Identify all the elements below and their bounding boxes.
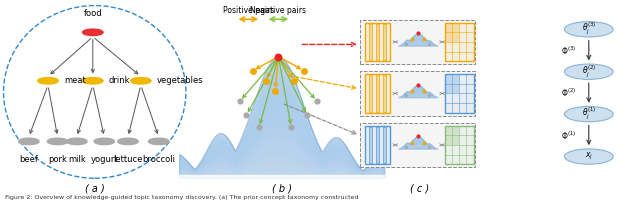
Point <box>419 89 429 93</box>
FancyBboxPatch shape <box>365 126 390 164</box>
Bar <box>452 135 459 145</box>
Bar <box>376 75 380 112</box>
Point <box>407 38 417 41</box>
Text: meat: meat <box>64 76 86 85</box>
Circle shape <box>564 106 613 122</box>
Point <box>260 79 271 82</box>
Point <box>419 38 429 41</box>
Point <box>299 69 309 72</box>
Point <box>413 135 423 138</box>
Circle shape <box>564 22 613 37</box>
Text: yogurt: yogurt <box>90 155 118 164</box>
Bar <box>383 24 387 60</box>
Text: $\Phi^{(1)}$: $\Phi^{(1)}$ <box>561 129 576 142</box>
FancyBboxPatch shape <box>445 23 474 61</box>
Text: lettuce: lettuce <box>113 155 143 164</box>
FancyBboxPatch shape <box>445 126 474 164</box>
FancyBboxPatch shape <box>360 71 475 116</box>
Bar <box>452 23 459 32</box>
Text: $\theta_j^{(2)}$: $\theta_j^{(2)}$ <box>582 64 596 80</box>
Text: $\theta_j^{(1)}$: $\theta_j^{(1)}$ <box>582 106 596 122</box>
Point <box>424 42 435 45</box>
Point <box>401 94 412 97</box>
Point <box>312 99 322 103</box>
Point <box>401 145 412 148</box>
Point <box>407 141 417 144</box>
Point <box>241 114 252 117</box>
Bar <box>369 127 372 163</box>
Bar <box>383 127 387 163</box>
Text: broccoli: broccoli <box>142 155 175 164</box>
Text: beef: beef <box>19 155 38 164</box>
Point <box>248 69 258 72</box>
Bar <box>383 75 387 112</box>
Text: food: food <box>83 9 102 18</box>
Point <box>286 126 296 129</box>
Point <box>419 141 429 144</box>
Text: ( c ): ( c ) <box>410 184 429 194</box>
FancyBboxPatch shape <box>360 123 475 167</box>
Circle shape <box>118 138 138 145</box>
Text: $x_j$: $x_j$ <box>585 151 593 162</box>
Point <box>424 94 435 97</box>
FancyBboxPatch shape <box>445 74 474 113</box>
Circle shape <box>83 29 103 36</box>
Bar <box>452 74 459 84</box>
FancyBboxPatch shape <box>365 23 390 61</box>
Bar <box>445 126 452 135</box>
Bar <box>376 24 380 60</box>
Bar <box>452 126 459 135</box>
Circle shape <box>564 149 613 164</box>
Bar <box>445 32 452 42</box>
Point <box>235 99 245 103</box>
Text: drink: drink <box>109 76 131 85</box>
Text: $\Phi^{(2)}$: $\Phi^{(2)}$ <box>561 87 576 99</box>
Circle shape <box>47 138 68 145</box>
Bar <box>445 23 452 32</box>
Circle shape <box>38 78 58 84</box>
Point <box>273 55 284 58</box>
Point <box>407 89 417 93</box>
Circle shape <box>148 138 169 145</box>
Point <box>302 114 312 117</box>
Circle shape <box>94 138 115 145</box>
Text: ( b ): ( b ) <box>271 184 292 194</box>
Point <box>254 126 264 129</box>
Bar <box>369 75 372 112</box>
Point <box>413 83 423 87</box>
Bar <box>376 127 380 163</box>
FancyBboxPatch shape <box>365 74 390 113</box>
Bar <box>445 135 452 145</box>
Bar <box>452 32 459 42</box>
Bar <box>445 74 452 84</box>
Text: milk: milk <box>68 155 86 164</box>
Text: pork: pork <box>48 155 67 164</box>
Point <box>424 145 435 148</box>
Circle shape <box>564 64 613 79</box>
Text: Negative pairs: Negative pairs <box>250 6 307 15</box>
Circle shape <box>131 78 151 84</box>
FancyBboxPatch shape <box>360 20 475 64</box>
Point <box>289 79 300 82</box>
Circle shape <box>19 138 39 145</box>
Point <box>413 32 423 35</box>
Bar <box>445 84 452 93</box>
Text: vegetables: vegetables <box>157 76 204 85</box>
Text: $\Phi^{(3)}$: $\Phi^{(3)}$ <box>561 44 576 57</box>
Text: Figure 2: Overview of knowledge-guided topic taxonomy discovery. (a) The prior c: Figure 2: Overview of knowledge-guided t… <box>5 195 358 200</box>
Circle shape <box>67 138 87 145</box>
Point <box>270 89 280 93</box>
Point <box>401 42 412 45</box>
Circle shape <box>83 78 103 84</box>
Bar <box>369 24 372 60</box>
Bar <box>452 84 459 93</box>
Text: Positive pairs: Positive pairs <box>223 6 274 15</box>
Text: $\theta_j^{(3)}$: $\theta_j^{(3)}$ <box>582 21 596 37</box>
Text: ( a ): ( a ) <box>85 184 104 194</box>
